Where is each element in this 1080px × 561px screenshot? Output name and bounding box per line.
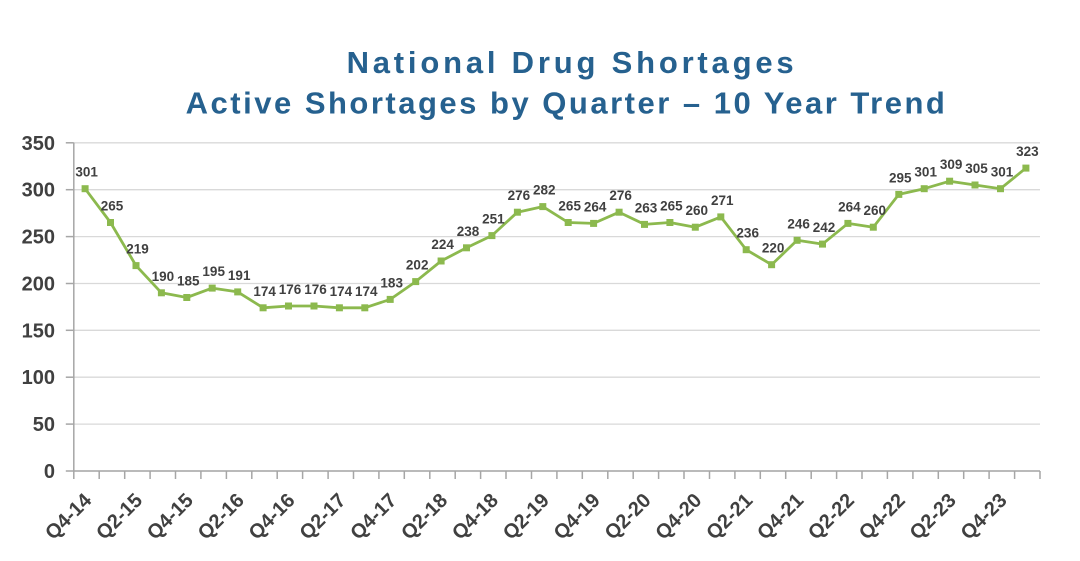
svg-text:236: 236 [736, 226, 759, 241]
svg-text:202: 202 [406, 258, 429, 273]
svg-text:174: 174 [355, 284, 378, 299]
svg-text:176: 176 [279, 282, 302, 297]
svg-text:282: 282 [533, 183, 556, 198]
svg-text:Active Shortages by Quarter –: Active Shortages by Quarter – 10 Year Tr… [186, 86, 948, 121]
svg-text:195: 195 [202, 264, 225, 279]
svg-text:276: 276 [609, 188, 632, 203]
svg-text:260: 260 [864, 203, 887, 218]
svg-text:295: 295 [889, 170, 912, 185]
svg-text:174: 174 [253, 284, 276, 299]
svg-text:246: 246 [787, 216, 810, 231]
svg-text:50: 50 [33, 414, 55, 436]
svg-text:264: 264 [584, 199, 607, 214]
svg-text:265: 265 [660, 199, 683, 214]
svg-text:265: 265 [101, 199, 124, 214]
svg-text:271: 271 [711, 193, 734, 208]
svg-text:251: 251 [482, 212, 505, 227]
svg-text:191: 191 [228, 268, 251, 283]
svg-text:301: 301 [991, 165, 1014, 180]
svg-text:323: 323 [1016, 144, 1039, 159]
svg-text:100: 100 [22, 367, 55, 389]
svg-text:350: 350 [22, 133, 55, 155]
svg-text:150: 150 [22, 320, 55, 342]
svg-text:238: 238 [457, 224, 480, 239]
svg-text:276: 276 [508, 188, 531, 203]
svg-text:305: 305 [965, 161, 988, 176]
svg-text:250: 250 [22, 227, 55, 249]
svg-text:264: 264 [838, 199, 861, 214]
svg-text:265: 265 [558, 199, 581, 214]
svg-text:301: 301 [914, 165, 937, 180]
svg-text:260: 260 [686, 203, 709, 218]
svg-text:174: 174 [330, 284, 353, 299]
svg-text:220: 220 [762, 241, 785, 256]
svg-text:301: 301 [75, 165, 98, 180]
svg-text:309: 309 [940, 157, 963, 172]
svg-text:0: 0 [44, 461, 55, 483]
svg-text:185: 185 [177, 274, 200, 289]
svg-text:224: 224 [431, 237, 454, 252]
svg-text:200: 200 [22, 274, 55, 296]
svg-text:242: 242 [813, 220, 836, 235]
svg-text:183: 183 [380, 275, 403, 290]
svg-text:300: 300 [22, 180, 55, 202]
svg-text:263: 263 [635, 200, 658, 215]
svg-text:190: 190 [152, 269, 175, 284]
svg-text:219: 219 [126, 242, 149, 257]
svg-text:National Drug Shortages: National Drug Shortages [347, 45, 798, 80]
svg-text:176: 176 [304, 282, 327, 297]
